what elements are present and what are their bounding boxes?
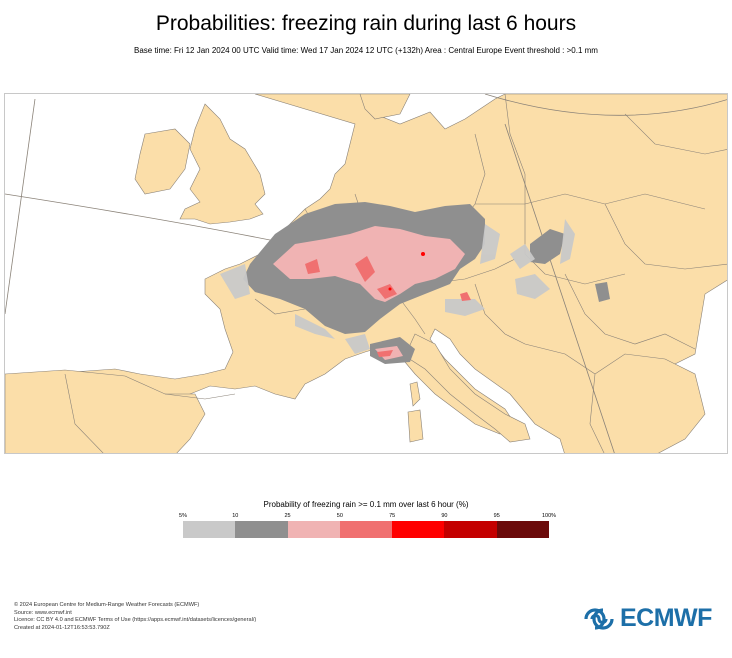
- legend-tick: 100%: [541, 513, 557, 519]
- legend-colorbar: [183, 521, 549, 538]
- legend-swatch: [339, 521, 393, 538]
- probability-map: [4, 93, 728, 454]
- projection-edges: [5, 94, 727, 453]
- chart-title: Probabilities: freezing rain during last…: [155, 12, 577, 35]
- great-britain: [179, 103, 266, 225]
- footer-credits: © 2024 European Centre for Medium-Range …: [14, 602, 256, 632]
- legend-swatch: [496, 521, 549, 538]
- legend-title: Probability of freezing rain >= 0.1 mm o…: [263, 500, 469, 509]
- legend-tick: 10: [232, 513, 239, 519]
- legend-tick: 5%: [179, 513, 187, 519]
- ecmwf-logo-icon: [584, 607, 614, 630]
- legend-swatch: [235, 521, 288, 538]
- ecmwf-logo-text: ECMWF: [620, 604, 712, 632]
- footer-line: Licence: CC BY 4.0 and ECMWF Terms of Us…: [14, 617, 257, 623]
- scandinavia: [359, 94, 411, 120]
- ireland: [134, 128, 191, 195]
- footer-line: © 2024 European Centre for Medium-Range …: [14, 602, 200, 608]
- probability-red-areas: [388, 252, 425, 291]
- legend-swatch: [183, 521, 236, 538]
- iberia-landmass: [5, 369, 206, 453]
- legend-tick: 25: [284, 513, 291, 519]
- map-canvas: [5, 94, 727, 453]
- legend-swatch: [444, 521, 497, 538]
- ecmwf-logo: ECMWF: [582, 604, 712, 633]
- footer-line: Created at 2024-01-12T16:53:53.790Z: [14, 624, 110, 631]
- probability-salmon-areas: [305, 256, 471, 357]
- corsica: [409, 381, 421, 407]
- legend-ticks: 5% 10 25 50 75 90 95 100%: [179, 513, 556, 521]
- legend-swatch: [287, 521, 340, 538]
- italy-peninsula: [404, 333, 531, 443]
- legend-swatch: [392, 521, 445, 538]
- probability-lightgrey-areas: [220, 219, 575, 354]
- legend-tick: 75: [389, 513, 396, 519]
- legend-tick: 90: [441, 513, 448, 519]
- chart-subtitle: Base time: Fri 12 Jan 2024 00 UTC Valid …: [134, 46, 598, 55]
- legend-tick: 50: [336, 513, 343, 519]
- footer-line: Source: www.ecmwf.int: [14, 609, 72, 616]
- legend-tick: 95: [493, 513, 500, 519]
- sardinia: [407, 409, 424, 443]
- balkans-coast: [589, 353, 706, 453]
